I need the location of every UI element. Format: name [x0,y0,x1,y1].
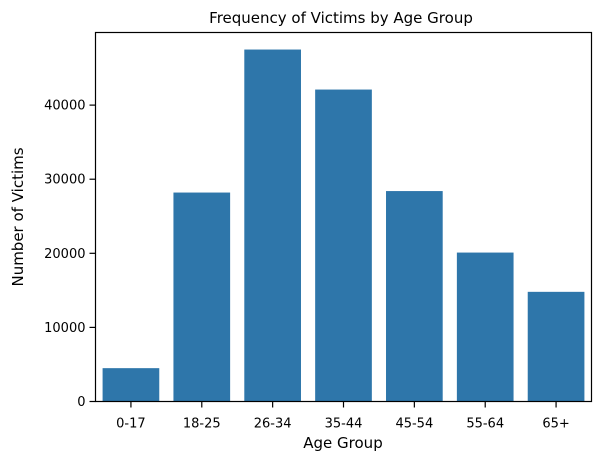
x-axis-ticks: 0-17 18-25 26-34 35-44 45-54 55-64 65+ [116,401,570,432]
bar-45-54 [386,191,443,402]
y-axis-label: Number of Victims [9,147,27,286]
bar-35-44 [315,89,372,402]
bar-26-34 [244,49,301,402]
bar-55-64 [456,252,514,402]
y-tick-label: 30000 [44,173,85,188]
x-tick-label: 55-64 [466,417,504,432]
x-tick-label: 45-54 [395,417,433,432]
y-axis-ticks: 0 10000 20000 30000 40000 [44,99,96,410]
chart-title: Frequency of Victims by Age Group [209,9,473,27]
bar-65+ [527,291,585,402]
y-tick-label: 10000 [44,321,85,336]
x-axis-label: Age Group [303,434,382,452]
y-tick-label: 40000 [44,99,85,114]
bar-18-25 [173,192,231,402]
x-tick-label: 18-25 [183,417,221,432]
plot-frame [94,31,593,403]
x-tick-label: 35-44 [325,417,363,432]
x-tick-label: 26-34 [254,417,292,432]
x-tick-label: 0-17 [116,417,146,432]
y-tick-label: 20000 [44,247,85,262]
bars-layer [102,49,585,402]
bar-0-17 [102,368,160,402]
y-tick-label: 0 [77,395,85,410]
x-tick-label: 65+ [542,417,569,432]
